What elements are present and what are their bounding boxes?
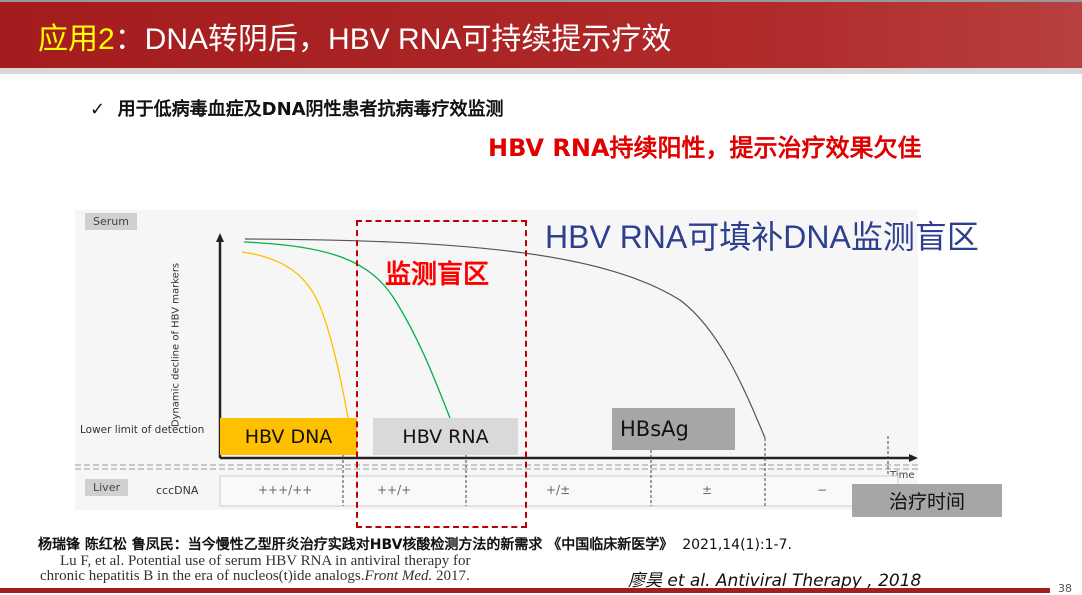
footer-bar [0, 588, 1050, 593]
liver-label: Liver [85, 479, 128, 496]
cccdna-level: ± [702, 483, 713, 497]
reference-liao: 廖昊 et al. Antiviral Therapy , 2018 [628, 571, 922, 591]
liver-row-box [219, 475, 899, 507]
reference-lu-line1: Lu F, et al. Potential use of serum HBV … [60, 553, 471, 569]
page-title: 应用2：DNA转阴后，HBV RNA可持续提示疗效 [38, 14, 671, 58]
title-bar [0, 0, 1082, 70]
cccdna-level: − [817, 483, 828, 497]
reference-lu-year: 2017. [436, 568, 470, 584]
diagram-panel [75, 210, 918, 510]
hbv-dna-curve [241, 251, 349, 419]
title-prefix: 应用2 [38, 23, 115, 56]
blind-zone-frame [356, 220, 527, 528]
reference-lu-journal: Front Med. [364, 568, 433, 584]
reference-chinese-text: 杨瑞锋 陈红松 鲁凤民：当今慢性乙型肝炎治疗实践对HBV核酸检测方法的新需求 《… [38, 537, 674, 553]
hbv-rna-curve [243, 241, 451, 419]
hbsag-box: HBsAg [612, 408, 735, 450]
cccdna-level: ++/+ [377, 483, 412, 497]
hbsag-curve [244, 238, 766, 439]
conclusion-text: HBV RNA持续阳性，提示治疗效果欠佳 [488, 134, 922, 162]
bullet-item: ✓ 用于低病毒血症及DNA阴性患者抗病毒疗效监测 [90, 95, 504, 121]
lower-limit-label: Lower limit of detection [80, 424, 205, 436]
fill-note: HBV RNA可填补DNA监测盲区 [545, 219, 979, 255]
cccdna-level: +/± [546, 483, 571, 497]
title-main: ：DNA转阴后，HBV RNA可持续提示疗效 [114, 23, 672, 56]
page-number: 38 [1058, 582, 1072, 595]
reference-lu-line2: chronic hepatitis B in the era of nucleo… [40, 568, 470, 585]
treatment-time-box: 治疗时间 [852, 484, 1002, 517]
reference-chinese-cite: 2021,14(1):1-7. [682, 537, 792, 553]
reference-lu-title: chronic hepatitis B in the era of nucleo… [40, 568, 365, 584]
cccdna-label: cccDNA [156, 484, 199, 497]
reference-chinese: 杨瑞锋 陈红松 鲁凤民：当今慢性乙型肝炎治疗实践对HBV核酸检测方法的新需求 《… [38, 534, 792, 554]
cccdna-level: +++/++ [258, 483, 313, 497]
y-axis-arrow [216, 233, 224, 242]
bullet-text: 用于低病毒血症及DNA阴性患者抗病毒疗效监测 [117, 99, 504, 120]
check-icon: ✓ [90, 99, 118, 120]
hbv-dna-box: HBV DNA [220, 418, 357, 455]
serum-label: Serum [85, 213, 137, 230]
divider [0, 68, 1082, 74]
hbv-rna-box: HBV RNA [373, 418, 518, 455]
x-axis-arrow [909, 454, 918, 462]
blind-zone-label: 监测盲区 [385, 260, 490, 290]
x-axis-label: Time [890, 470, 915, 481]
